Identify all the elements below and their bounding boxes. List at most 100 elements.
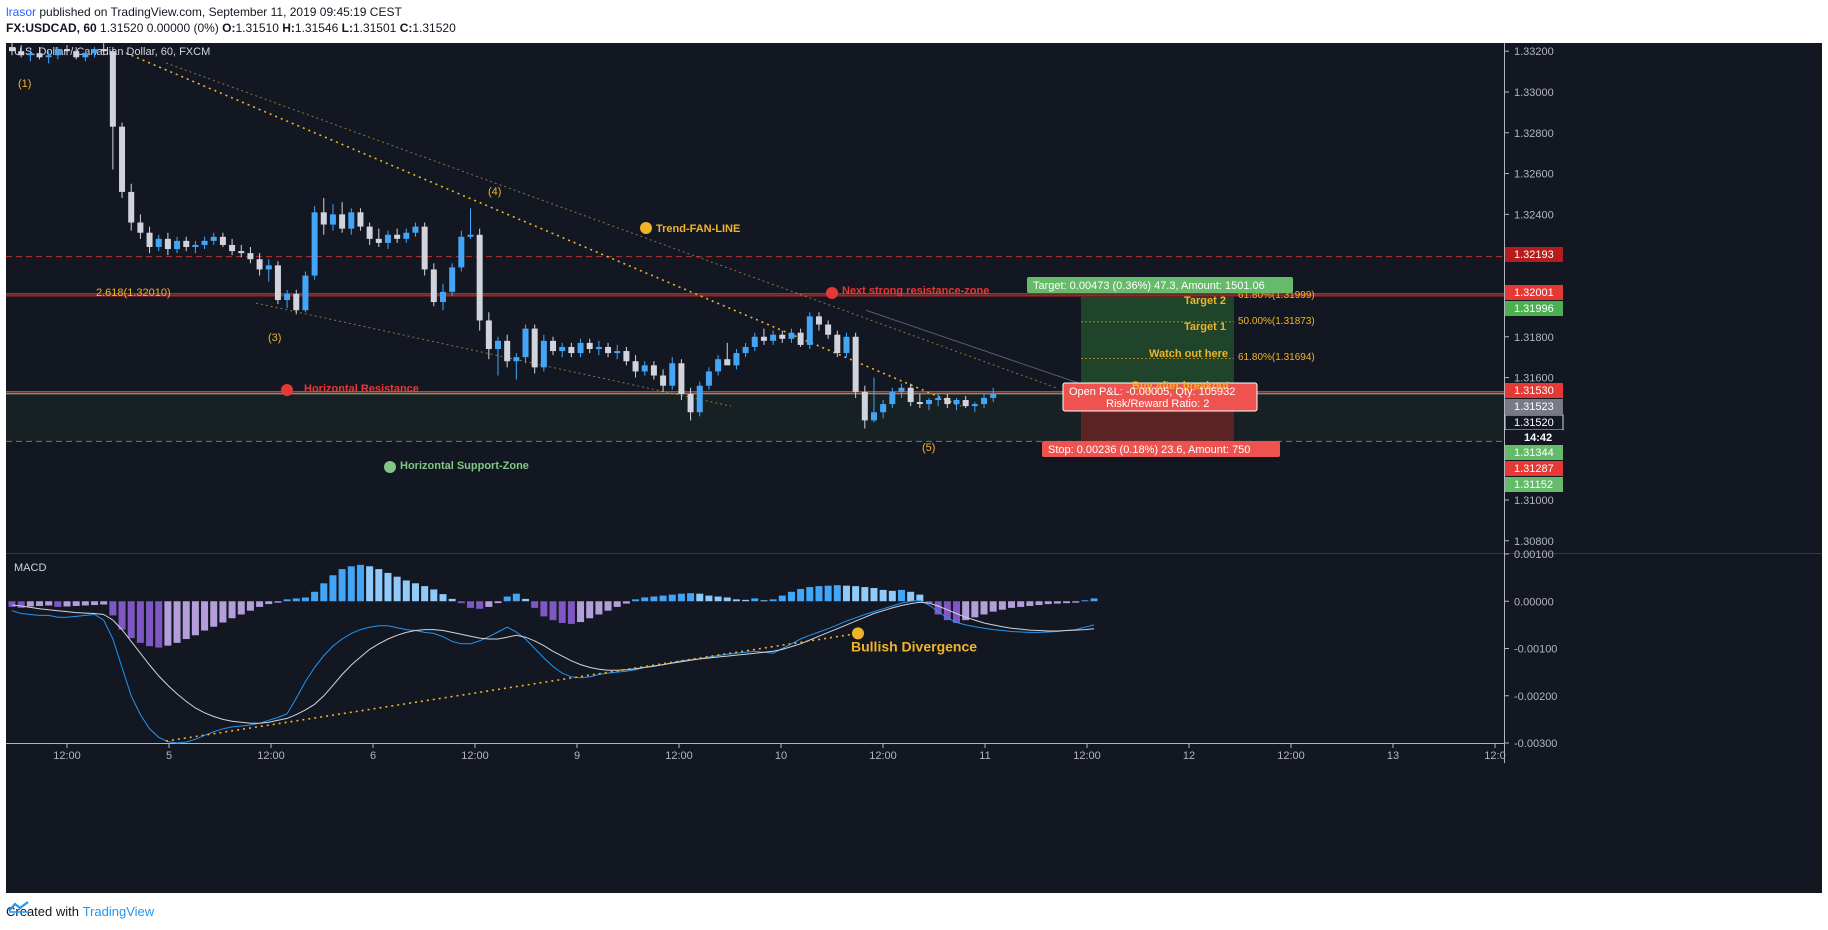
macd-histogram-bar-negative bbox=[17, 601, 25, 608]
macd-histogram-bar-negative bbox=[81, 601, 89, 606]
macd-histogram-bar-positive bbox=[1090, 598, 1098, 602]
macd-histogram-bar-negative bbox=[1017, 601, 1025, 607]
low-value: 1.31501 bbox=[352, 21, 397, 35]
wave-4-label: (4) bbox=[488, 186, 501, 198]
chart-area[interactable]: U.S. Dollar / Canadian Dollar, 60, FXCM M… bbox=[6, 43, 1822, 893]
time-tick-label: 9 bbox=[574, 750, 580, 762]
macd-histogram-bar-negative bbox=[558, 601, 566, 623]
support-dashed-price-marker bbox=[1505, 461, 1563, 476]
macd-histogram-bar-positive bbox=[705, 595, 713, 602]
macd-histogram-bar-negative bbox=[998, 601, 1006, 610]
candle-up bbox=[155, 238, 162, 247]
macd-histogram-bar-positive bbox=[861, 587, 869, 602]
macd-histogram-bar-negative bbox=[63, 601, 71, 607]
macd-histogram-bar-positive bbox=[842, 585, 850, 602]
macd-histogram-bar-positive bbox=[760, 600, 768, 602]
tradingview-brand-link[interactable]: TradingView bbox=[82, 904, 155, 919]
macd-histogram-bar-positive bbox=[301, 597, 309, 602]
horizontal-resistance-price-marker-text: 1.31530 bbox=[1514, 385, 1554, 397]
last-price-marker-text: 1.31523 bbox=[1514, 401, 1554, 413]
macd-histogram-bar-positive bbox=[806, 587, 814, 602]
macd-histogram-bar-positive bbox=[522, 598, 530, 602]
candle-down bbox=[219, 236, 226, 245]
target-price-marker bbox=[1505, 301, 1563, 316]
candle-down bbox=[320, 212, 327, 225]
candle-up bbox=[329, 214, 336, 225]
tradingview-logo-icon bbox=[8, 901, 29, 913]
macd-histogram-bar-negative bbox=[989, 601, 997, 612]
macd-histogram-bar-negative bbox=[1072, 601, 1080, 603]
chart-svg[interactable]: U.S. Dollar / Canadian Dollar, 60, FXCMM… bbox=[6, 43, 1822, 893]
macd-histogram-bar-negative bbox=[210, 601, 218, 627]
macd-histogram-bar-positive bbox=[677, 593, 685, 602]
macd-histogram-bar-positive bbox=[824, 585, 832, 602]
macd-histogram-bar-negative bbox=[467, 601, 474, 608]
signal-line bbox=[11, 601, 1095, 724]
high-label: H: bbox=[282, 21, 295, 35]
macd-histogram-bar-negative bbox=[595, 601, 603, 615]
macd-histogram-bar-positive bbox=[430, 589, 438, 602]
candle-up bbox=[559, 346, 566, 352]
candle-down bbox=[760, 336, 767, 341]
macd-histogram-bar-positive bbox=[714, 596, 722, 602]
macd-histogram-bar-positive bbox=[421, 586, 429, 602]
macd-histogram-bar-negative bbox=[567, 601, 575, 624]
author-link[interactable]: lrasor bbox=[6, 5, 37, 19]
candle-up bbox=[302, 275, 309, 311]
macd-tick-label: 0.00100 bbox=[1514, 549, 1554, 561]
price-tick-label: 1.31600 bbox=[1514, 373, 1554, 385]
created-with-label: Created with bbox=[6, 904, 79, 919]
support-zone-fill bbox=[6, 393, 1504, 442]
candle-down bbox=[568, 346, 575, 354]
time-tick-label: 6 bbox=[370, 750, 376, 762]
price-tick-label: 1.32600 bbox=[1514, 169, 1554, 181]
candle-up bbox=[806, 316, 813, 345]
macd-histogram-bar-positive bbox=[659, 595, 667, 602]
macd-histogram-bar-negative bbox=[613, 601, 621, 607]
candle-down bbox=[650, 365, 657, 376]
macd-histogram-bar-positive bbox=[879, 589, 887, 602]
candle-down bbox=[394, 234, 401, 239]
macd-histogram-bar-negative bbox=[228, 601, 236, 619]
macd-histogram-bar-positive bbox=[632, 599, 640, 602]
macd-histogram-bar-negative bbox=[925, 601, 933, 604]
macd-histogram-bar-negative bbox=[246, 601, 254, 611]
macd-histogram-bar-positive bbox=[815, 586, 823, 602]
candle-up bbox=[45, 55, 52, 58]
pnl-info-text: Open P&L: -0.00005, Qty: 105932 bbox=[1069, 386, 1235, 398]
macd-histogram-bar-negative bbox=[934, 601, 942, 615]
macd-histogram-bar-negative bbox=[146, 601, 154, 647]
macd-histogram-bar-negative bbox=[494, 601, 502, 604]
macd-histogram-bar-positive bbox=[769, 599, 777, 602]
bullish-divergence-label: Bullish Divergence bbox=[851, 639, 977, 655]
stop-price-marker bbox=[1505, 477, 1563, 492]
trend-fan-dot bbox=[640, 222, 652, 234]
macd-histogram-bar-positive bbox=[833, 585, 841, 602]
macd-histogram-bar-positive bbox=[366, 566, 374, 602]
macd-histogram-bar-positive bbox=[393, 576, 401, 602]
target-info-text: Target: 0.00473 (0.36%) 47.3, Amount: 15… bbox=[1033, 280, 1265, 292]
candle-down bbox=[504, 340, 511, 362]
candle-up bbox=[174, 240, 181, 250]
candle-down bbox=[375, 238, 382, 243]
pnl-info-box bbox=[1063, 383, 1257, 411]
time-tick-label: 5 bbox=[166, 750, 172, 762]
macd-histogram-bar-negative bbox=[531, 601, 539, 608]
candle-up bbox=[265, 265, 272, 270]
candle-up bbox=[449, 267, 456, 292]
time-tick-label: 12:00 bbox=[1073, 750, 1101, 762]
macd-histogram-bar-positive bbox=[870, 588, 878, 602]
candle-down bbox=[605, 346, 612, 354]
candle-down bbox=[357, 212, 364, 227]
time-tick-label: 12:00 bbox=[461, 750, 489, 762]
fib-2618-label: 2.618(1.32010) bbox=[96, 287, 171, 299]
candle-down bbox=[293, 293, 300, 311]
macd-line bbox=[11, 599, 1095, 744]
price-tick-label: 1.30800 bbox=[1514, 536, 1554, 548]
candle-up bbox=[91, 49, 98, 54]
trend-fan-line bbox=[125, 52, 962, 407]
candle-down bbox=[128, 191, 135, 223]
candle-down bbox=[916, 402, 923, 405]
candle-up bbox=[595, 346, 602, 349]
resistance-price-marker bbox=[1505, 247, 1563, 262]
